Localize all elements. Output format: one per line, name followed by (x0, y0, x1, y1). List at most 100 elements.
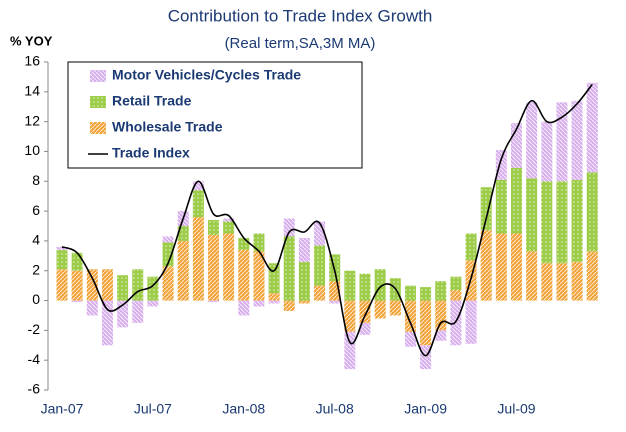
x-tick-label: Jan-09 (404, 401, 447, 417)
bar (344, 270, 356, 301)
bar (526, 102, 538, 179)
bar (404, 300, 416, 332)
bar (420, 287, 432, 301)
x-tick-label: Jul-08 (316, 401, 354, 417)
bar (238, 237, 250, 250)
bar (56, 246, 68, 250)
bar (314, 245, 326, 286)
bar (541, 121, 553, 182)
bar (465, 233, 477, 261)
bar (404, 331, 416, 347)
bar (511, 123, 522, 168)
legend-swatch (90, 122, 106, 134)
bar (586, 251, 598, 301)
bar (495, 179, 507, 234)
bar (177, 240, 189, 301)
bar (253, 233, 265, 252)
bar (268, 293, 280, 301)
bar (283, 300, 295, 311)
bar (420, 345, 432, 370)
bar (298, 237, 310, 262)
trade-index-line (61, 83, 593, 357)
bar (268, 300, 280, 304)
y-tick-label: 4 (32, 232, 40, 248)
bar (298, 300, 310, 304)
bar (147, 300, 159, 307)
y-tick-label: 16 (24, 53, 40, 69)
bar (101, 300, 113, 346)
x-tick-label: Jan-07 (41, 401, 84, 417)
bar (132, 300, 144, 323)
bar (541, 263, 553, 301)
chart-title: Contribution to Trade Index Growth (168, 6, 433, 25)
bar (314, 285, 326, 301)
bar (359, 300, 371, 323)
bar (465, 300, 477, 344)
bar (480, 187, 492, 231)
bar (374, 300, 386, 319)
bar (344, 300, 356, 332)
bar (344, 331, 356, 370)
bar (359, 322, 371, 335)
bar (511, 167, 522, 234)
bar (162, 236, 174, 243)
bar (435, 281, 447, 301)
bar (223, 218, 235, 222)
legend-swatch (90, 96, 106, 108)
bar (389, 300, 401, 316)
legend-swatch (90, 70, 106, 82)
y-tick-label: 12 (24, 112, 40, 128)
bar (283, 236, 295, 301)
bar (71, 252, 83, 271)
bar (162, 266, 174, 301)
bar (556, 102, 568, 182)
bar (374, 269, 386, 301)
bar (450, 276, 462, 291)
legend-label: Retail Trade (112, 93, 192, 109)
bar (117, 275, 129, 301)
bar (71, 300, 83, 303)
bar (238, 249, 250, 301)
y-tick-label: 0 (32, 291, 40, 307)
bar (283, 218, 295, 237)
bar (511, 233, 522, 301)
y-tick-label: 14 (24, 83, 40, 99)
bar (329, 300, 341, 304)
bar (192, 217, 204, 301)
y-tick-label: -2 (28, 321, 41, 337)
bar (480, 230, 492, 301)
y-tick-label: 10 (24, 142, 40, 158)
bar (586, 172, 598, 252)
bar (86, 269, 98, 301)
bar (298, 261, 310, 301)
bar (101, 269, 113, 301)
bar (208, 220, 219, 235)
bar (450, 290, 462, 301)
bar (541, 181, 553, 264)
bar (404, 285, 416, 301)
y-tick-label: 6 (32, 202, 40, 218)
bar (253, 300, 265, 307)
y-tick-label: -6 (28, 381, 41, 397)
bar (192, 181, 204, 191)
y-axis-label: % YOY (10, 33, 53, 48)
bar (571, 100, 583, 180)
bar (192, 190, 204, 218)
legend-box (67, 61, 363, 169)
x-tick-label: Jul-09 (497, 401, 535, 417)
bar (571, 261, 583, 301)
bar (56, 249, 68, 270)
bar (495, 233, 507, 301)
x-tick-label: Jul-07 (134, 401, 172, 417)
bar (223, 233, 235, 301)
bar (268, 263, 280, 294)
chart-subtitle: (Real term,SA,3M MA) (225, 35, 376, 52)
bar (526, 178, 538, 252)
bar (556, 263, 568, 301)
legend-label: Motor Vehicles/Cycles Trade (112, 67, 301, 83)
bar (314, 221, 326, 246)
bar (147, 276, 159, 301)
bar (253, 251, 265, 301)
bar (238, 300, 250, 316)
